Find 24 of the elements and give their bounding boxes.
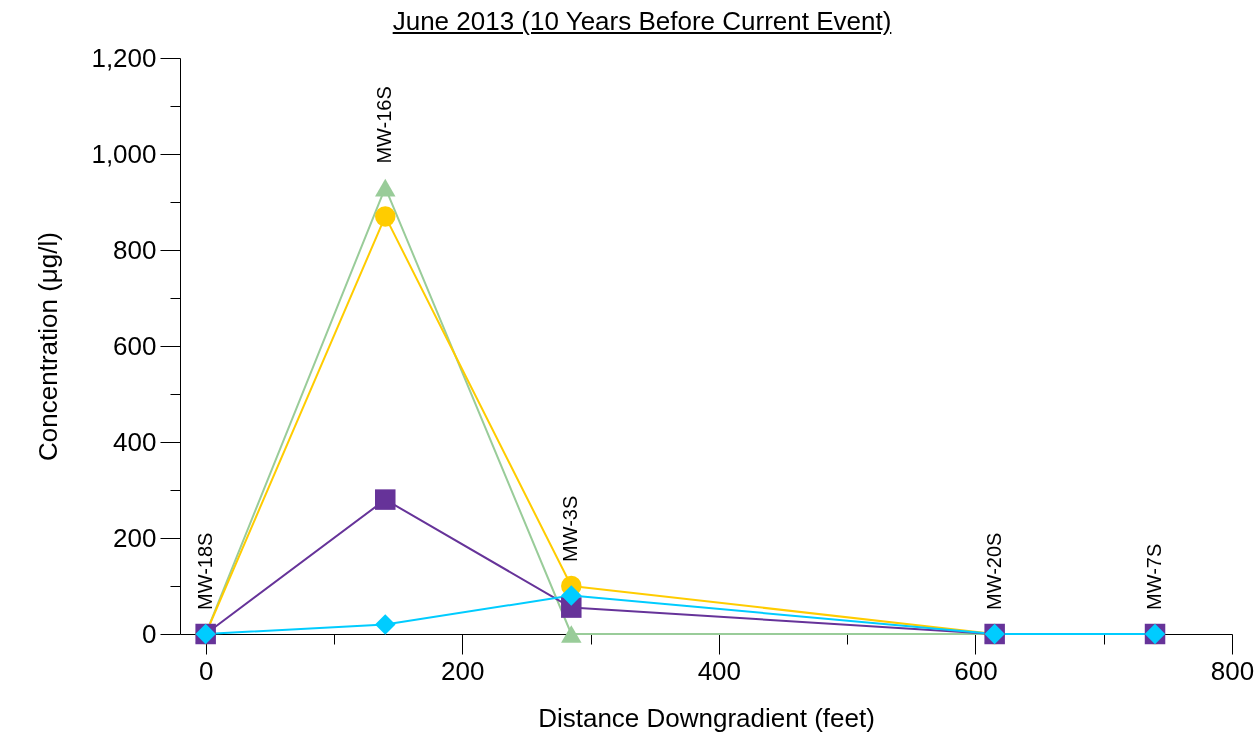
y-tick-label: 1,000 <box>91 138 157 169</box>
annotation: MW-16S <box>373 86 396 164</box>
y-tick-label: 0 <box>142 618 157 649</box>
x-tick-label: 200 <box>441 655 485 686</box>
x-axis-title: Distance Downgradient (feet) <box>538 702 875 733</box>
y-tick-label: 400 <box>113 426 157 457</box>
annotation: MW-3S <box>559 495 582 562</box>
annotation: MW-18S <box>193 532 216 610</box>
y-tick-label: 1,200 <box>91 42 157 73</box>
x-tick-label: 800 <box>1210 655 1255 686</box>
y-tick-label: 600 <box>113 330 157 361</box>
chart-title: June 2013 (10 Years Before Current Event) <box>392 6 892 36</box>
y-tick-label: 200 <box>113 522 157 553</box>
annotation: MW-7S <box>1143 543 1166 610</box>
point <box>375 206 396 227</box>
x-tick-label: 0 <box>198 655 214 686</box>
point <box>375 489 396 510</box>
annotation: MW-20S <box>982 532 1005 610</box>
x-tick-label: 600 <box>954 655 998 686</box>
x-tick-label: 400 <box>697 655 742 686</box>
point <box>561 585 582 606</box>
point <box>375 614 396 635</box>
y-axis-title: Concentration (μg/l) <box>32 232 63 461</box>
y-tick-label: 800 <box>113 234 157 265</box>
